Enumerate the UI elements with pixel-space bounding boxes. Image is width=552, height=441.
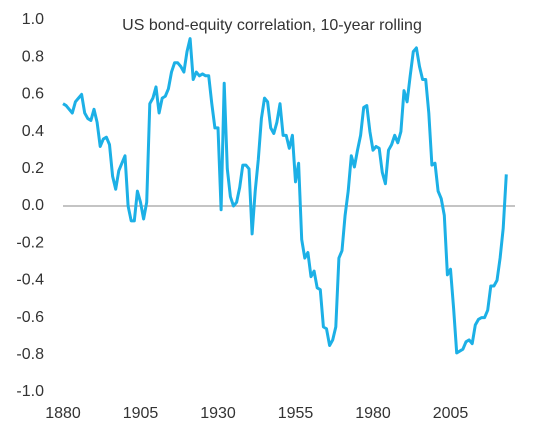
y-tick-label: -1.0 [16,383,44,400]
y-tick-label: -0.8 [16,346,44,363]
x-tick-label: 1880 [45,405,81,422]
y-tick-label: 0.8 [22,48,44,65]
y-tick-label: -0.4 [16,272,44,289]
chart-title: US bond-equity correlation, 10-year roll… [122,17,422,34]
data-line [62,37,508,355]
x-tick-label: 1930 [200,405,236,422]
x-tick-label: 1955 [278,405,314,422]
y-tick-label: 1.0 [22,11,44,28]
y-tick-label: 0.4 [22,123,44,140]
y-tick-label: -0.2 [16,234,44,251]
y-tick-label: 0.0 [22,197,44,214]
y-tick-label: 0.2 [22,160,44,177]
x-tick-label: 1980 [355,405,391,422]
x-tick-label: 1905 [123,405,159,422]
x-tick-label: 2005 [433,405,469,422]
y-tick-label: 0.6 [22,86,44,103]
y-tick-label: -0.6 [16,309,44,326]
